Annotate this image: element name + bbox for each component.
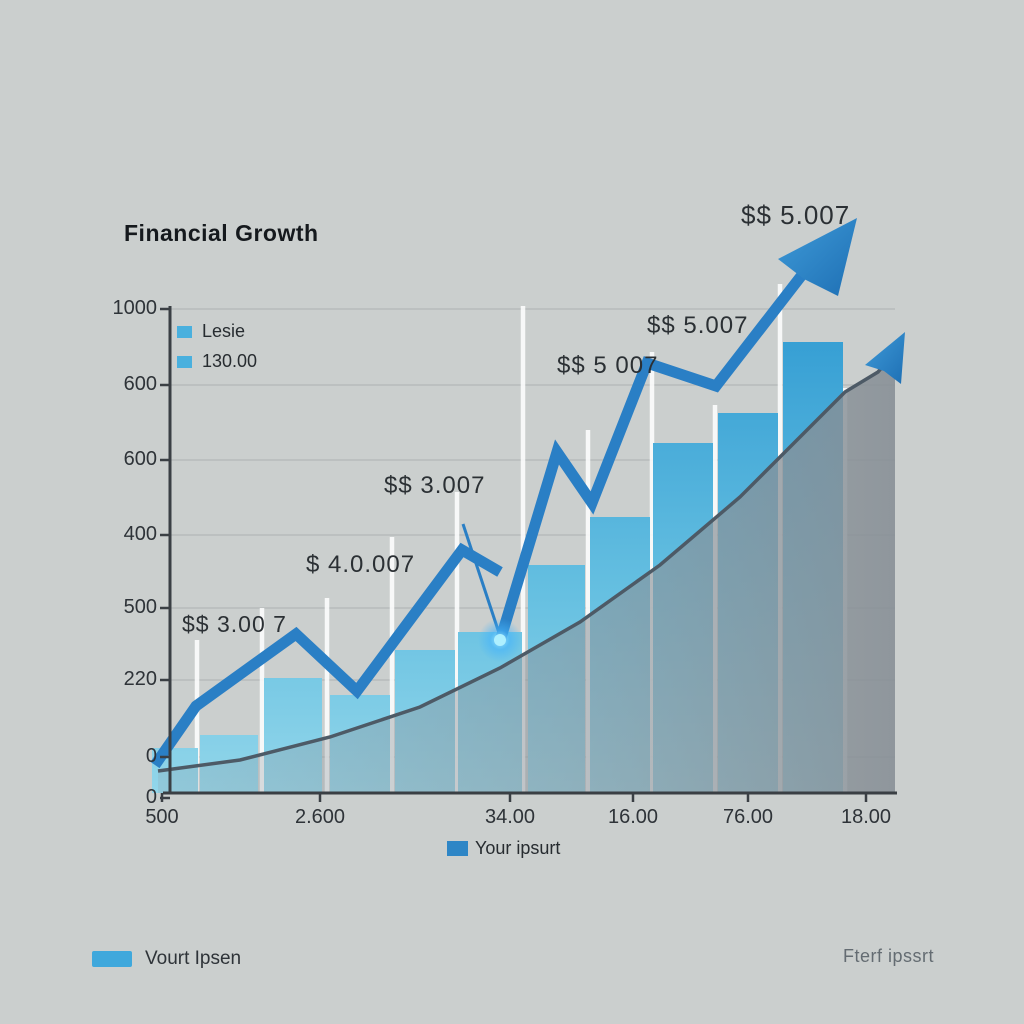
glow-marker-core [494, 634, 506, 646]
x-tick-label: 500 [145, 806, 179, 828]
x-tick-label: 76.00 [722, 806, 774, 828]
small-arrow-icon [865, 332, 905, 384]
trend-line-dip [461, 523, 502, 637]
x-tick-label: 2.600 [294, 806, 346, 828]
x-tick-label: 16.00 [607, 806, 659, 828]
footer-legend-label: Vourt Ipsen [145, 948, 242, 969]
y-tick-label: 600 [123, 373, 157, 395]
x-axis-legend: Your ipsurt [447, 838, 560, 859]
y-tick-label: 600 [123, 448, 157, 470]
value-annotation: $$ 3.00 7 [182, 611, 287, 637]
footer-legend: Vourt Ipsen [92, 948, 241, 970]
value-annotation: $$ 3.007 [384, 472, 486, 499]
y-tick-label: 220 [123, 668, 157, 690]
legend-swatch-icon [177, 325, 192, 338]
chart-legend: Lesie 130.00 [177, 321, 257, 372]
x-axis-legend-label: Your ipsurt [475, 838, 561, 858]
area-series-curve [157, 344, 901, 773]
y-tick-label: 1000 [112, 297, 158, 319]
value-annotation: $$ 5 007 [557, 352, 659, 379]
big-arrow-icon [778, 218, 857, 296]
value-annotation: $$ 5.007 [647, 312, 749, 339]
legend-swatch-icon [177, 355, 192, 368]
x-tick-label: 18.00 [840, 806, 892, 828]
legend-item: 130.00 [177, 351, 257, 372]
trend-line [150, 542, 503, 769]
footer-note: Fterf ipssrt [843, 946, 935, 966]
legend-item-label: Lesie [202, 321, 246, 341]
y-tick-label: 0 [145, 786, 157, 808]
trend-line [494, 258, 817, 643]
page-title: Financial Growth [124, 220, 319, 246]
value-annotation: $ 4.0.007 [306, 551, 416, 578]
value-annotation: $$ 5.007 [741, 200, 851, 230]
y-tick-label: 500 [123, 596, 157, 618]
legend-swatch-icon [447, 841, 468, 856]
y-tick-label: 400 [123, 523, 157, 545]
footer-swatch-icon [92, 951, 132, 967]
y-tick-label: 0 [145, 745, 157, 767]
legend-item-label: 130.00 [202, 351, 258, 371]
area-series-fill [158, 352, 895, 793]
legend-item: Lesie [177, 321, 257, 342]
x-tick-label: 34.00 [484, 806, 536, 828]
